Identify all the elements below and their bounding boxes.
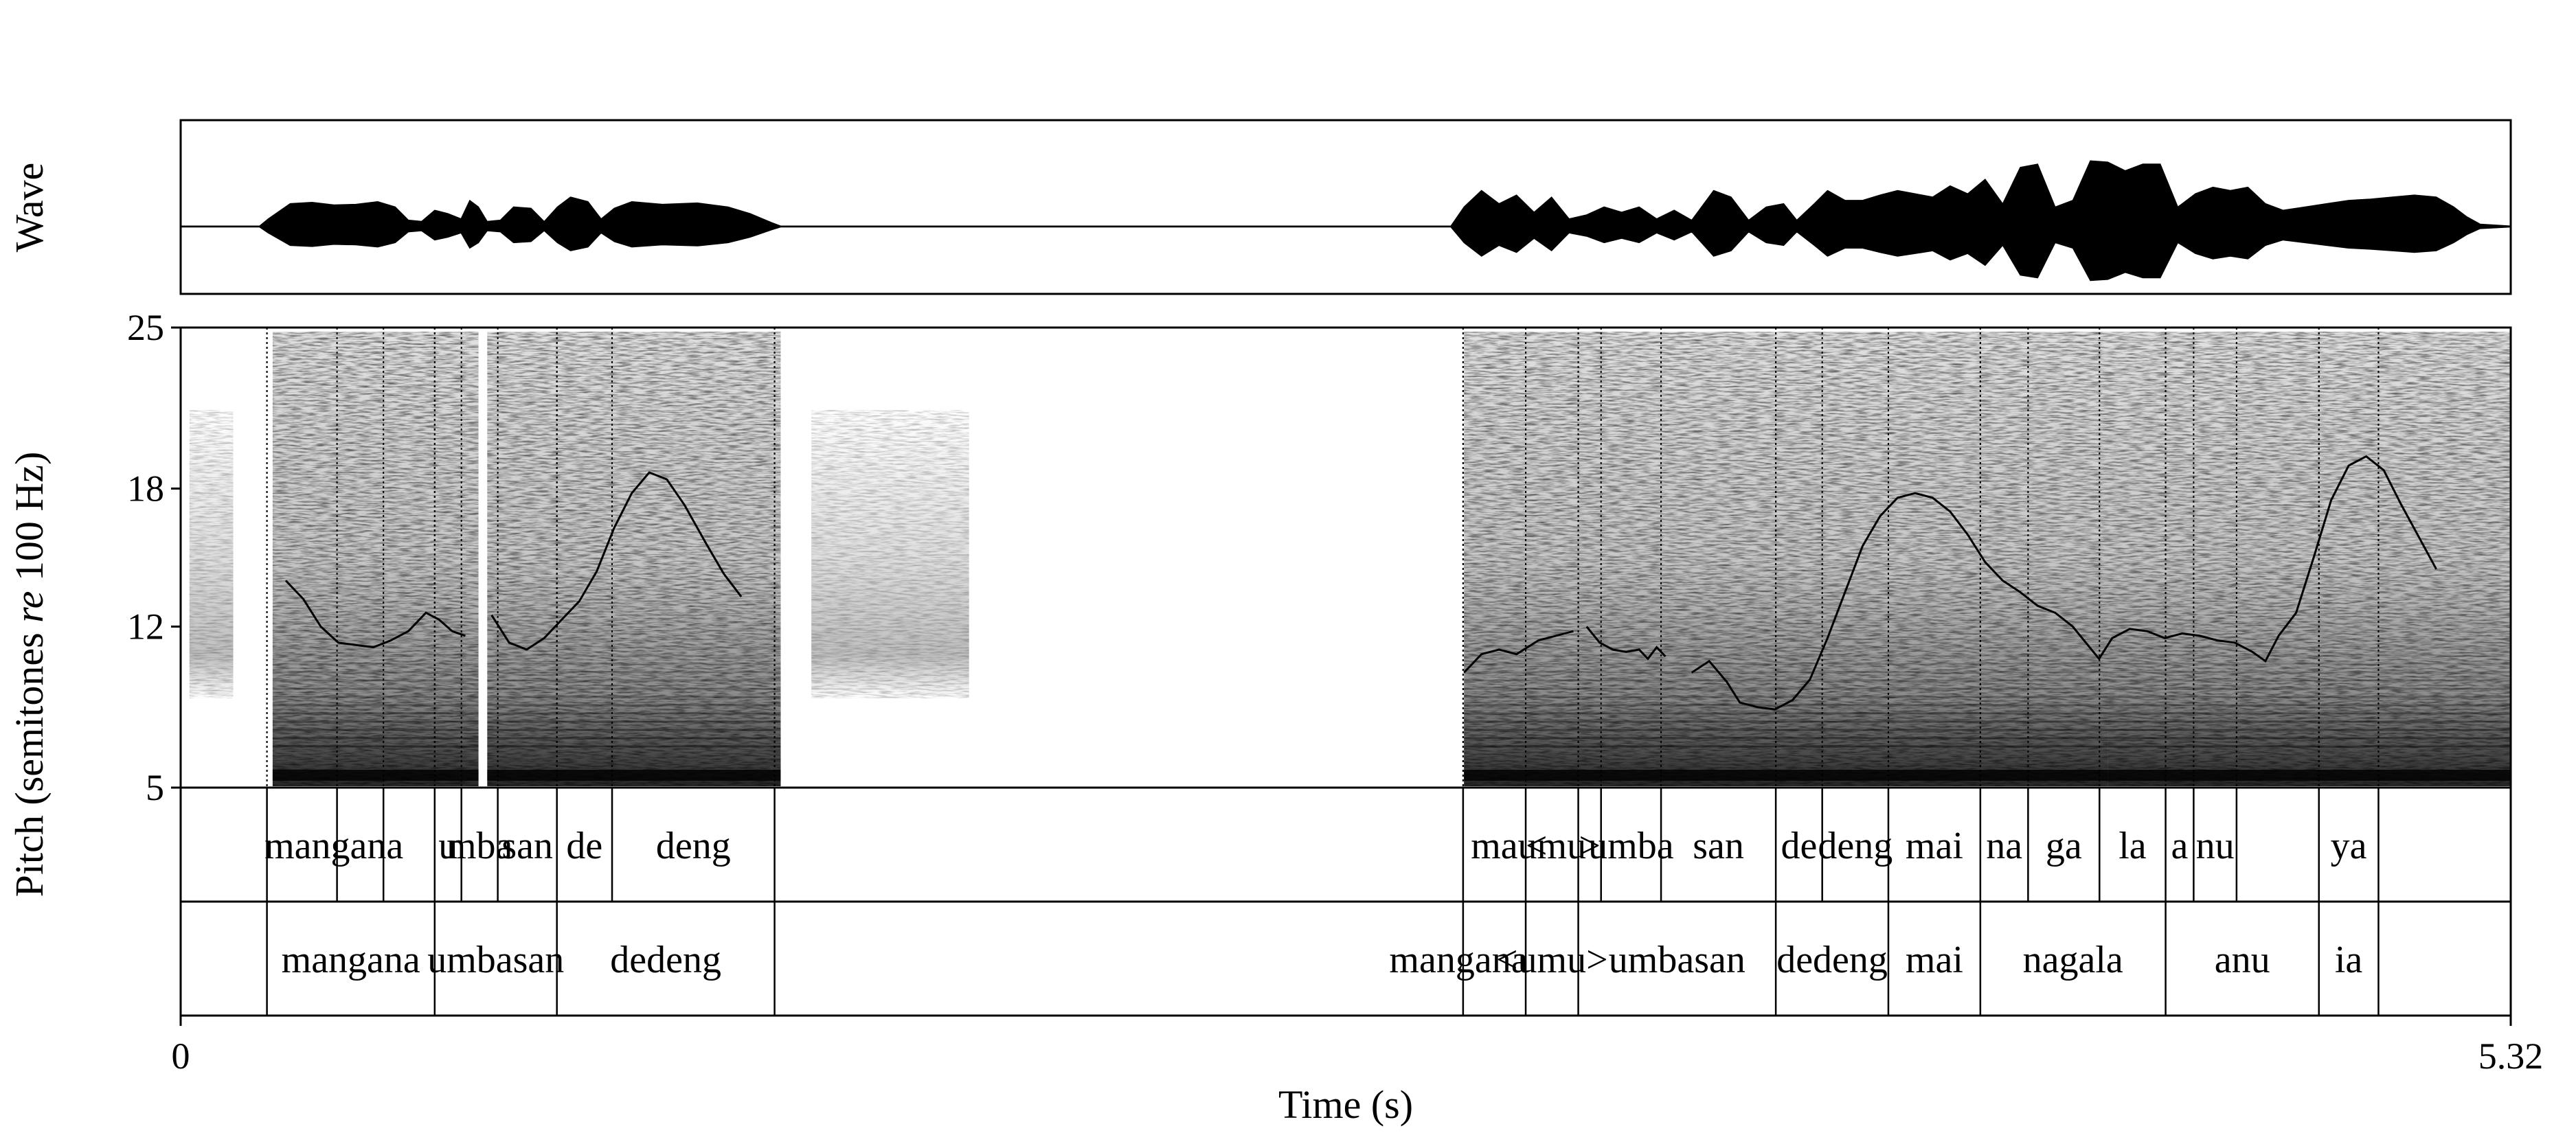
tier-1-label: ga	[2046, 825, 2082, 867]
tier-1-label: <	[1526, 825, 1548, 867]
tier-1-label: a	[2171, 825, 2189, 867]
tier-2-label: <umu>	[1496, 939, 1608, 981]
pitch-panel: 5 12 18 25 Pitch (semitones re 100 Hz)	[7, 307, 2512, 897]
tier-1-label: ya	[2331, 825, 2367, 867]
tier-1-label: san	[1693, 825, 1744, 867]
tier-2-label: ia	[2335, 939, 2363, 981]
spectrogram-low-band	[487, 770, 781, 781]
waveform-envelope	[180, 160, 2511, 282]
tier-1-label: de	[566, 825, 602, 867]
spectrogram-faint-texture	[811, 410, 969, 698]
tier-2-label: dedeng	[1776, 939, 1888, 981]
tier-1-label: la	[2119, 825, 2147, 867]
tier-1-label: nu	[2196, 825, 2235, 867]
x-tick-label-start: 0	[172, 1035, 190, 1077]
pitch-contour	[490, 471, 743, 651]
tier-1-label: deng	[1818, 825, 1893, 867]
spectrogram-texture	[2108, 332, 2511, 786]
tier-1-label: mai	[1906, 825, 1963, 867]
spectrogram-texture	[272, 332, 479, 786]
spectrogram-texture	[487, 332, 781, 786]
tier-2-label: mangana	[1389, 939, 1528, 981]
tier-1-label: ma	[1471, 825, 1518, 867]
pitch-contour	[1463, 630, 1574, 674]
pitch-y-ticks: 5 12 18 25	[127, 307, 181, 808]
tier-1-label: mangana	[264, 825, 403, 867]
x-tick-label-end: 5.32	[2478, 1035, 2544, 1077]
tier-2-label: umbasan	[427, 939, 564, 981]
pitch-ytick-label: 5	[146, 767, 164, 808]
tier-1-label: de	[1781, 825, 1817, 867]
pitch-contours	[284, 455, 2437, 711]
tier-2-label: dedeng	[610, 939, 721, 981]
annotation-tiers: mangana umbasan de deng ma <umu>umba san de deng…	[179, 328, 2512, 1017]
pitch-ylabel-part-1: Pitch (semitones	[7, 623, 52, 897]
tier-1-label: san	[501, 825, 553, 867]
x-axis: 0 5.32 Time (s)	[172, 1016, 2544, 1127]
tier-2-label: anu	[2215, 939, 2270, 981]
pitch-ylabel: Pitch (semitones re 100 Hz)	[7, 452, 52, 897]
x-axis-label: Time (s)	[1278, 1082, 1413, 1127]
tier-1-label: na	[1986, 825, 2022, 867]
pitch-contour	[1691, 455, 2437, 711]
pitch-ytick-label: 18	[127, 468, 164, 510]
tier-2-label: umbasan	[1609, 939, 1745, 981]
pitch-ylabel-part-2: re	[7, 591, 52, 623]
tier-2-label: nagala	[2023, 939, 2123, 981]
tier-1-label: >	[1579, 825, 1601, 867]
pitch-ytick-label: 12	[127, 606, 164, 648]
waveform-panel: Wave	[7, 119, 2512, 295]
pitch-ytick-label: 25	[127, 307, 164, 348]
tier-2-frame	[179, 900, 2512, 1017]
spectrogram-texture	[1464, 332, 2108, 786]
spectrogram-faint-texture	[189, 410, 234, 698]
tier-1-label: umu	[1518, 825, 1587, 867]
pitch-contour	[1585, 626, 1667, 661]
pitch-ylabel-part-3: 100 Hz)	[7, 452, 52, 591]
spectrogram-low-band	[1464, 770, 2108, 781]
waveform-ylabel: Wave	[7, 163, 52, 253]
spectrogram-low-band	[2108, 770, 2511, 781]
waveform-frame	[179, 119, 2512, 295]
tier-1-label: mba	[447, 825, 513, 867]
tier-2-label: mangana	[282, 939, 420, 981]
tier-1-label: deng	[656, 825, 731, 867]
tier-1-label: u	[438, 825, 457, 867]
tier-2-label: mai	[1906, 939, 1963, 981]
pitch-contour	[284, 580, 466, 649]
spectrogram	[189, 332, 2511, 786]
spectrogram-low-band	[272, 770, 479, 781]
tier-1-label: umba	[1588, 825, 1674, 867]
